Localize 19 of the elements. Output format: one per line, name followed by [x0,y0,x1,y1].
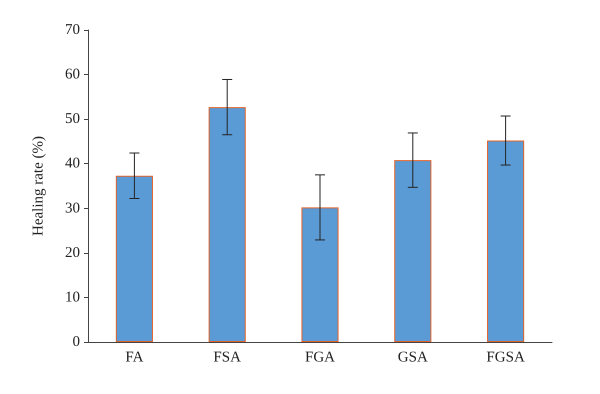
bar [116,176,153,342]
x-tick-label: FGSA [486,350,525,366]
y-tick-label: 60 [65,66,80,83]
y-axis-title: Healing rate (%) [30,136,46,236]
x-tick-label: GSA [398,350,428,366]
y-tick-label: 70 [65,22,80,38]
y-tick-label: 20 [65,244,80,261]
y-tick-label: 40 [65,156,80,172]
bar [394,160,432,342]
x-tick-label: FGA [304,350,336,366]
x-tick-label: FA [125,350,144,366]
y-tick-label: 30 [65,200,80,216]
y-tick-label: 10 [65,289,80,306]
bar [487,140,524,342]
bar [301,207,339,342]
y-tick-label: 0 [72,334,80,350]
y-tick-label: 50 [65,111,80,128]
x-tick-label: FSA [213,350,242,366]
bar [208,107,246,342]
